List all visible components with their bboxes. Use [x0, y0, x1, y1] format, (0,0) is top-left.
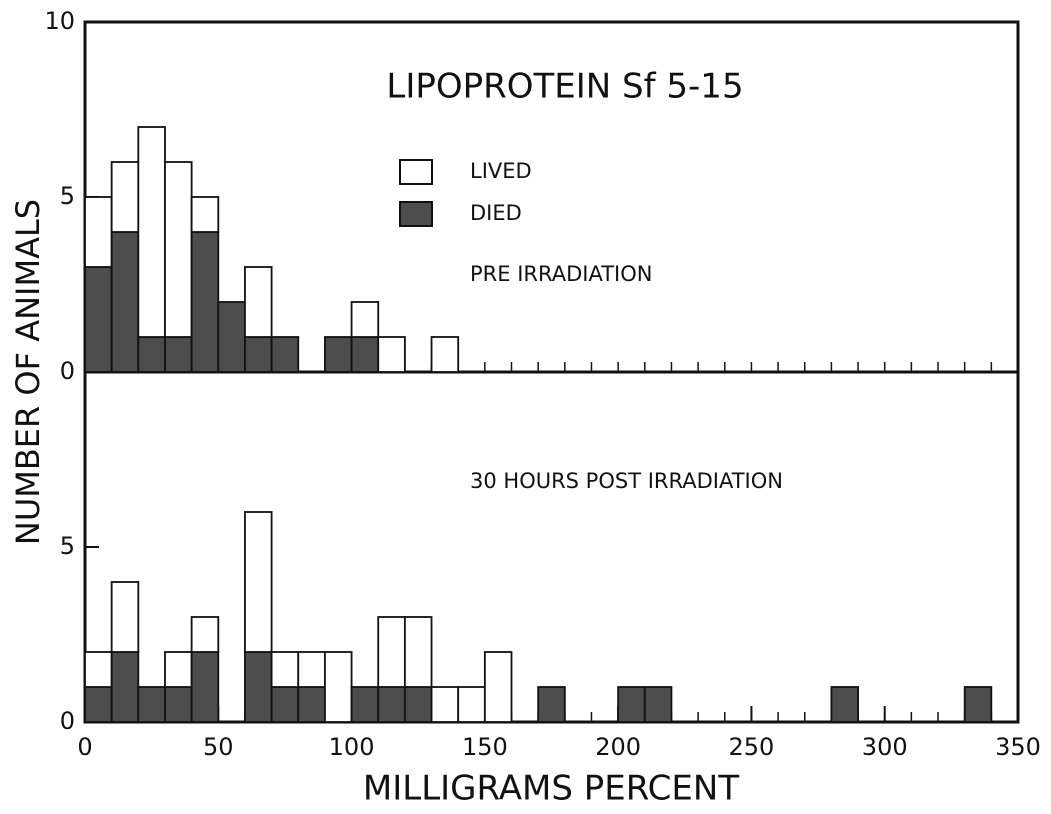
chart-title: LIPOPROTEIN Sf 5-15 [386, 67, 743, 107]
histogram-bar [297, 651, 326, 688]
y-tick-label: 5 [60, 182, 75, 210]
legend-label: LIVED [470, 159, 532, 183]
histogram-bar [84, 686, 113, 723]
histogram-bar [217, 301, 246, 373]
histogram-bar [110, 161, 140, 233]
histogram-bar [377, 336, 406, 373]
histogram-bar [430, 686, 460, 723]
histogram-bar [137, 686, 166, 723]
histogram-bar [270, 336, 300, 373]
histogram-bar [537, 686, 566, 723]
histogram-bar [84, 651, 113, 688]
histogram-bar [377, 616, 406, 688]
histogram-bar [270, 686, 300, 723]
histogram-bar [324, 336, 353, 373]
histogram-bar [643, 686, 673, 723]
histogram-bar [403, 686, 433, 723]
histogram-bar [830, 686, 859, 723]
histogram-bar [164, 651, 193, 688]
legend-swatch [399, 201, 433, 227]
histogram-bar [164, 161, 193, 338]
histogram-bar [244, 266, 273, 338]
histogram-bar [297, 686, 326, 723]
histogram-bar [457, 686, 486, 723]
annotation: 30 HOURS POST IRRADIATION [470, 469, 783, 493]
histogram-bar [350, 336, 380, 373]
histogram-bar [350, 686, 380, 723]
histogram-bar [377, 686, 406, 723]
legend-swatch [399, 159, 433, 185]
histogram-bar [190, 196, 220, 233]
legend-label: DIED [470, 201, 522, 225]
histogram-bar [137, 126, 166, 338]
histogram-bar [164, 336, 193, 373]
histogram-bar [270, 651, 300, 688]
x-tick-label: 350 [995, 733, 1041, 761]
histogram-bar [244, 511, 273, 653]
histogram-bar [164, 686, 193, 723]
histogram-bar [403, 616, 433, 688]
histogram-bar [84, 266, 113, 373]
x-tick-label: 0 [77, 733, 92, 761]
histogram-bar [110, 581, 140, 653]
x-tick-label: 250 [729, 733, 775, 761]
histogram-bar [483, 651, 513, 723]
histogram-bar [190, 231, 220, 373]
x-tick-label: 200 [595, 733, 641, 761]
annotation: PRE IRRADIATION [470, 262, 652, 286]
histogram-bar [350, 301, 380, 338]
x-tick-label: 50 [203, 733, 234, 761]
histogram-bar [963, 686, 993, 723]
y-tick-label: 0 [60, 707, 75, 735]
x-axis-label: MILLIGRAMS PERCENT [363, 769, 739, 809]
x-tick-label: 300 [862, 733, 908, 761]
x-tick-label: 100 [329, 733, 375, 761]
histogram-bar [110, 231, 140, 373]
histogram-bar [244, 651, 273, 723]
histogram-bar [137, 336, 166, 373]
histogram-bar [190, 651, 220, 723]
y-tick-label: 10 [44, 7, 75, 35]
y-tick-label: 5 [60, 532, 75, 560]
x-tick-label: 150 [462, 733, 508, 761]
y-tick-label: 0 [60, 357, 75, 385]
histogram-bar [244, 336, 273, 373]
histogram-bar [110, 651, 140, 723]
histogram-bar [324, 651, 353, 723]
y-axis-label: NUMBER OF ANIMALS [9, 199, 47, 545]
histogram-bar [190, 616, 220, 653]
histogram-bar [617, 686, 646, 723]
histogram-bar [430, 336, 460, 373]
histogram-bar [84, 196, 113, 268]
